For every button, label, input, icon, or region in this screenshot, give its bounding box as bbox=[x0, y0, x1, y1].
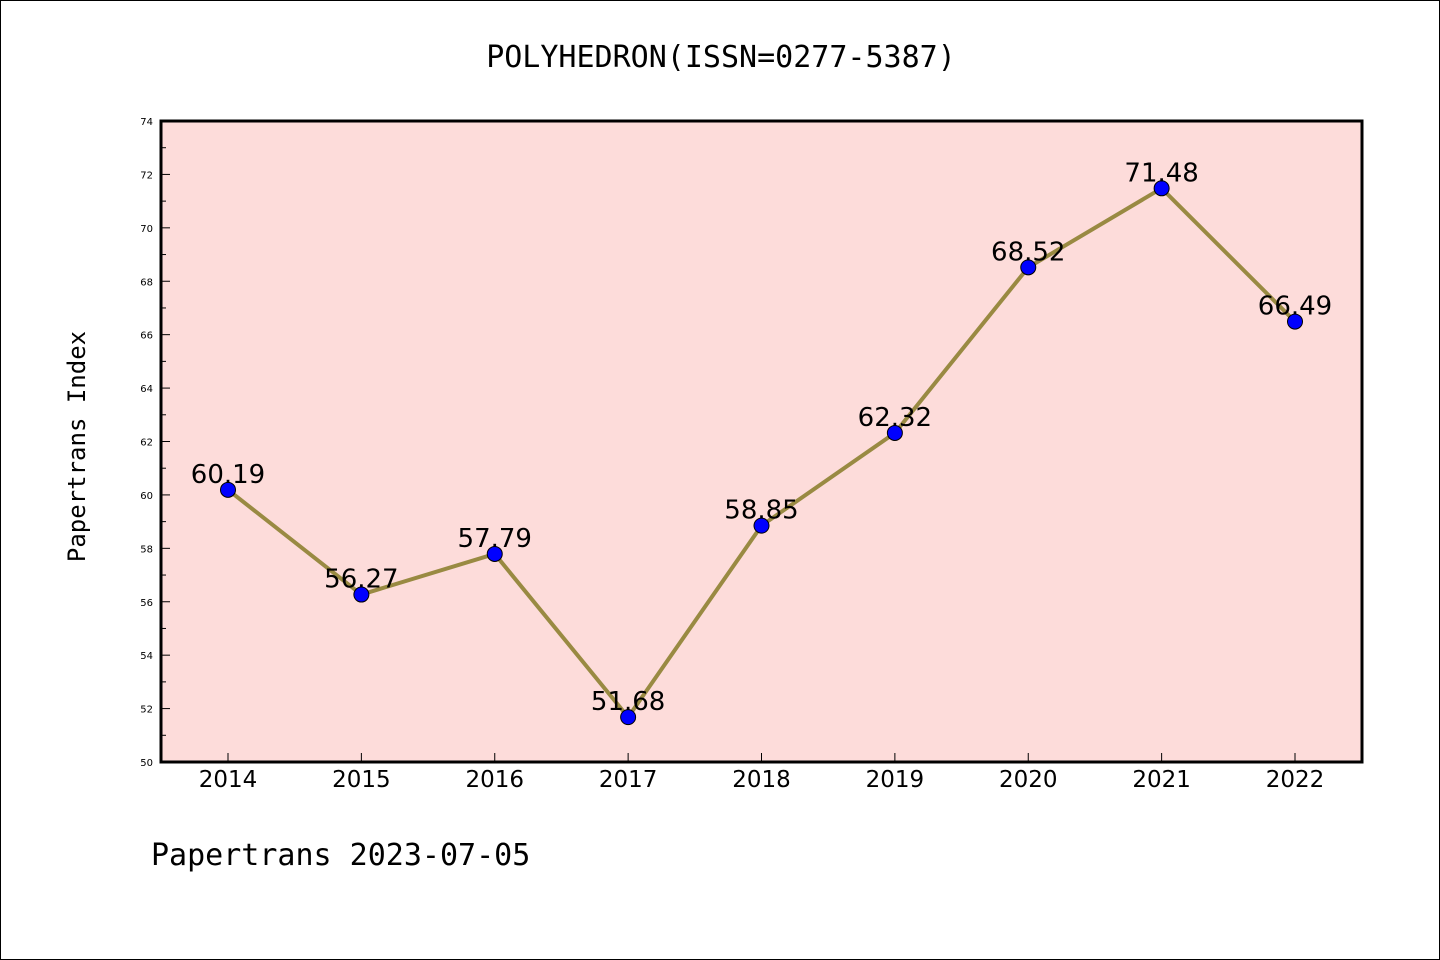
data-point bbox=[886, 424, 903, 441]
data-label: 58.85 bbox=[724, 496, 798, 526]
y-tick-label: 56 bbox=[140, 598, 153, 609]
y-tick-label: 52 bbox=[140, 705, 153, 716]
y-axis-label: Papertrans Index bbox=[63, 331, 91, 562]
x-tick-label: 2020 bbox=[999, 767, 1058, 793]
x-tick-label: 2015 bbox=[332, 767, 391, 793]
y-tick-label: 58 bbox=[140, 544, 153, 555]
data-label: 60.19 bbox=[191, 460, 265, 490]
data-point bbox=[1020, 259, 1037, 276]
data-label: 62.32 bbox=[858, 403, 932, 433]
x-tick-label: 2018 bbox=[732, 767, 791, 793]
y-tick-label: 60 bbox=[140, 491, 153, 502]
data-point bbox=[220, 481, 236, 498]
data-label: 71.48 bbox=[1124, 158, 1198, 188]
data-label: 56.27 bbox=[324, 565, 398, 595]
y-tick-label: 72 bbox=[140, 170, 153, 181]
data-point bbox=[753, 517, 770, 534]
data-point bbox=[486, 545, 503, 562]
y-tick-label: 68 bbox=[140, 277, 153, 288]
x-tick-label: 2019 bbox=[866, 767, 925, 793]
y-tick-label: 74 bbox=[140, 117, 153, 128]
plot-area bbox=[159, 119, 1364, 764]
data-point bbox=[1153, 180, 1170, 197]
data-point bbox=[620, 709, 637, 726]
y-tick-label: 50 bbox=[140, 758, 153, 769]
y-tick-label: 66 bbox=[140, 331, 153, 342]
x-tick-label: 2017 bbox=[599, 767, 658, 793]
data-label: 51.68 bbox=[591, 687, 665, 717]
x-tick-label: 2021 bbox=[1132, 767, 1191, 793]
x-axis: 2014 2015 2016 2017 2018 2019 2020 2021 2022 bbox=[199, 753, 1325, 793]
x-tick-label: 2014 bbox=[199, 767, 258, 793]
data-label: 57.79 bbox=[458, 524, 532, 554]
y-tick-label: 62 bbox=[140, 438, 153, 449]
x-tick-label: 2022 bbox=[1266, 767, 1325, 793]
data-point bbox=[353, 586, 370, 603]
data-label: 68.52 bbox=[991, 237, 1065, 267]
footer-text: Papertrans 2023-07-05 bbox=[151, 838, 530, 873]
data-labels: 60.19 56.27 57.79 51.68 58.85 62.32 68.52 71.48… bbox=[191, 158, 1332, 717]
y-axis: 50 52 54 56 58 60 62 64 66 68 70 72 74 bbox=[140, 117, 170, 769]
chart-title: POLYHEDRON(ISSN=0277-5387) bbox=[486, 40, 956, 75]
y-tick-label: 70 bbox=[140, 224, 153, 235]
y-tick-label: 64 bbox=[140, 384, 153, 395]
data-markers bbox=[220, 180, 1303, 726]
x-tick-label: 2016 bbox=[465, 767, 524, 793]
data-label: 66.49 bbox=[1258, 292, 1332, 322]
data-point bbox=[1287, 313, 1303, 330]
y-tick-label: 54 bbox=[140, 651, 153, 662]
